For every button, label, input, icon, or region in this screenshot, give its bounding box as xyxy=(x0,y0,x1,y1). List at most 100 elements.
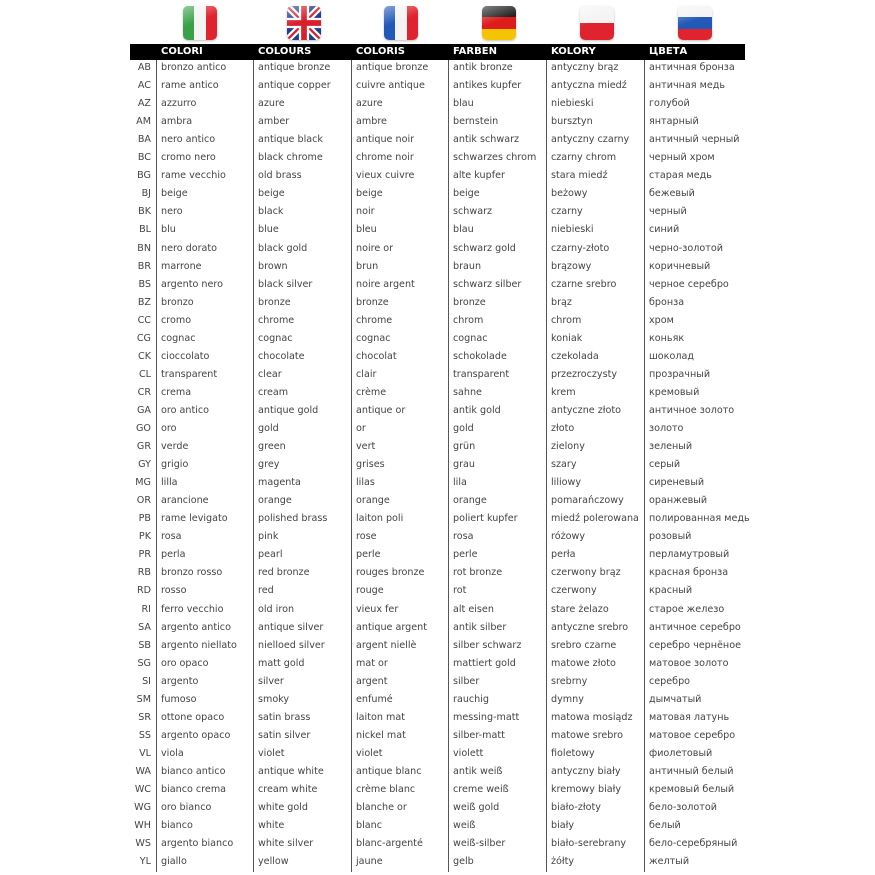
cell-russian: античный белый xyxy=(649,765,734,777)
cell-italian: cromo xyxy=(161,314,192,326)
cell-italian: oro xyxy=(161,423,177,434)
cell-german: silber xyxy=(453,675,480,687)
table-row: GR verde green vert grün zielony зеленый xyxy=(130,438,745,456)
cell-german: gold xyxy=(453,423,474,434)
cell-french: clair xyxy=(356,368,377,380)
cell-code: SS xyxy=(138,729,151,741)
cell-polish: antyczny biały xyxy=(551,765,621,777)
cell-english: pearl xyxy=(258,549,283,561)
cell-german: rauchig xyxy=(453,693,490,705)
table-row: BN nero dorato black gold noire or schwarz g… xyxy=(130,240,745,258)
cell-english: nielloed silver xyxy=(258,639,325,651)
cell-french: argent xyxy=(356,675,388,687)
cell-german: weiß xyxy=(453,820,476,832)
cell-english: old brass xyxy=(258,170,302,182)
cell-italian: grigio xyxy=(161,459,189,471)
cell-code: WA xyxy=(135,765,151,777)
cell-code: PB xyxy=(138,513,151,525)
cell-french: antique blanc xyxy=(356,765,422,777)
cell-russian: античное серебро xyxy=(649,621,741,633)
cell-code: WC xyxy=(134,784,151,795)
cell-russian: матовое серебро xyxy=(649,729,736,741)
cell-polish: niebieski xyxy=(551,98,594,110)
cell-french: chrome xyxy=(356,314,393,326)
cell-russian: янтарный xyxy=(649,116,699,128)
cell-italian: perla xyxy=(161,549,186,561)
cell-code: CC xyxy=(137,314,151,326)
cell-german: sahne xyxy=(453,386,482,398)
cell-code: CL xyxy=(138,368,151,380)
cell-english: old iron xyxy=(258,603,295,615)
cell-french: perle xyxy=(356,549,381,561)
cell-french: rouge xyxy=(356,585,384,597)
cell-italian: fumoso xyxy=(161,693,197,705)
cell-italian: ottone opaco xyxy=(161,711,225,723)
cell-code: SI xyxy=(142,675,151,687)
cell-english: violet xyxy=(258,747,285,759)
cell-french: noire argent xyxy=(356,278,415,290)
cell-russian: бело-серебряный xyxy=(649,838,738,850)
cell-german: grau xyxy=(453,459,475,471)
cell-english: black chrome xyxy=(258,152,323,164)
cell-italian: giallo xyxy=(161,856,187,868)
header-russian: ЦВЕТА xyxy=(649,46,688,57)
cell-russian: перламутровый xyxy=(649,549,730,561)
table-row: CR crema cream crème sahne krem кремовый xyxy=(130,384,745,402)
cell-polish: antyczna miedź xyxy=(551,80,627,92)
cell-french: brun xyxy=(356,260,379,272)
cell-italian: nero dorato xyxy=(161,242,218,254)
cell-english: antique silver xyxy=(258,621,324,633)
table-row: BJ beige beige beige beige beżowy бежевый xyxy=(130,185,745,203)
cell-german: lila xyxy=(453,477,467,489)
cell-polish: stara miedź xyxy=(551,170,608,182)
table-row: RD rosso red rouge rot czerwony красный xyxy=(130,582,745,600)
cell-french: vieux cuivre xyxy=(356,170,415,182)
table-row: MG lilla magenta lilas lila liliowy сиреневый xyxy=(130,474,745,492)
cell-german: schokolade xyxy=(453,350,507,362)
germany-flag-icon xyxy=(482,6,516,40)
cell-code: CG xyxy=(136,332,151,344)
cell-russian: старое железо xyxy=(649,603,725,615)
cell-french: chrome noir xyxy=(356,152,414,164)
cell-english: magenta xyxy=(258,477,301,489)
table-row: PB rame levigato polished brass laiton poli… xyxy=(130,510,750,528)
cell-italian: arancione xyxy=(161,495,209,507)
table-row: CC cromo chrome chrome chrom chrom хром xyxy=(130,312,745,330)
cell-code: OR xyxy=(136,495,151,507)
cell-german: blau xyxy=(453,224,474,236)
cell-english: gold xyxy=(258,423,279,434)
cell-polish: srebro czarne xyxy=(551,639,617,651)
cell-french: azure xyxy=(356,98,383,110)
cell-french: crème blanc xyxy=(356,784,416,795)
cell-polish: szary xyxy=(551,459,577,471)
cell-russian: полированная медь xyxy=(649,513,750,525)
cell-code: MG xyxy=(135,477,151,489)
cell-german: braun xyxy=(453,260,482,272)
table-row: SB argento niellato nielloed silver argent … xyxy=(130,637,745,655)
cell-code: BN xyxy=(137,242,151,254)
cell-italian: oro opaco xyxy=(161,657,209,669)
cell-french: blanc xyxy=(356,820,382,832)
cell-french: antique noir xyxy=(356,134,415,146)
cell-english: chocolate xyxy=(258,350,305,362)
cell-french: violet xyxy=(356,747,383,759)
cell-italian: oro antico xyxy=(161,404,210,416)
cell-german: messing-matt xyxy=(453,711,520,723)
cell-code: BL xyxy=(139,224,151,236)
cell-italian: bianco xyxy=(161,820,193,832)
table-row: RI ferro vecchio old iron vieux fer alt eise… xyxy=(130,601,745,619)
cell-code: BC xyxy=(137,152,151,164)
cell-polish: biało-złoty xyxy=(551,802,601,814)
header-italian: COLORI xyxy=(161,46,203,57)
cell-italian: lilla xyxy=(161,477,178,489)
cell-russian: дымчатый xyxy=(649,693,702,705)
cell-code: WS xyxy=(135,838,151,850)
cell-code: PR xyxy=(138,549,151,561)
cell-polish: czarny-złoto xyxy=(551,242,610,254)
cell-polish: antyczny brąz xyxy=(551,62,619,73)
cell-polish: kremowy biały xyxy=(551,784,622,795)
cell-russian: бежевый xyxy=(649,188,695,200)
table-row: CL transparent clear clair transparent przezr… xyxy=(130,366,745,384)
cell-russian: бронза xyxy=(649,296,685,308)
cell-german: antikes kupfer xyxy=(453,80,522,92)
